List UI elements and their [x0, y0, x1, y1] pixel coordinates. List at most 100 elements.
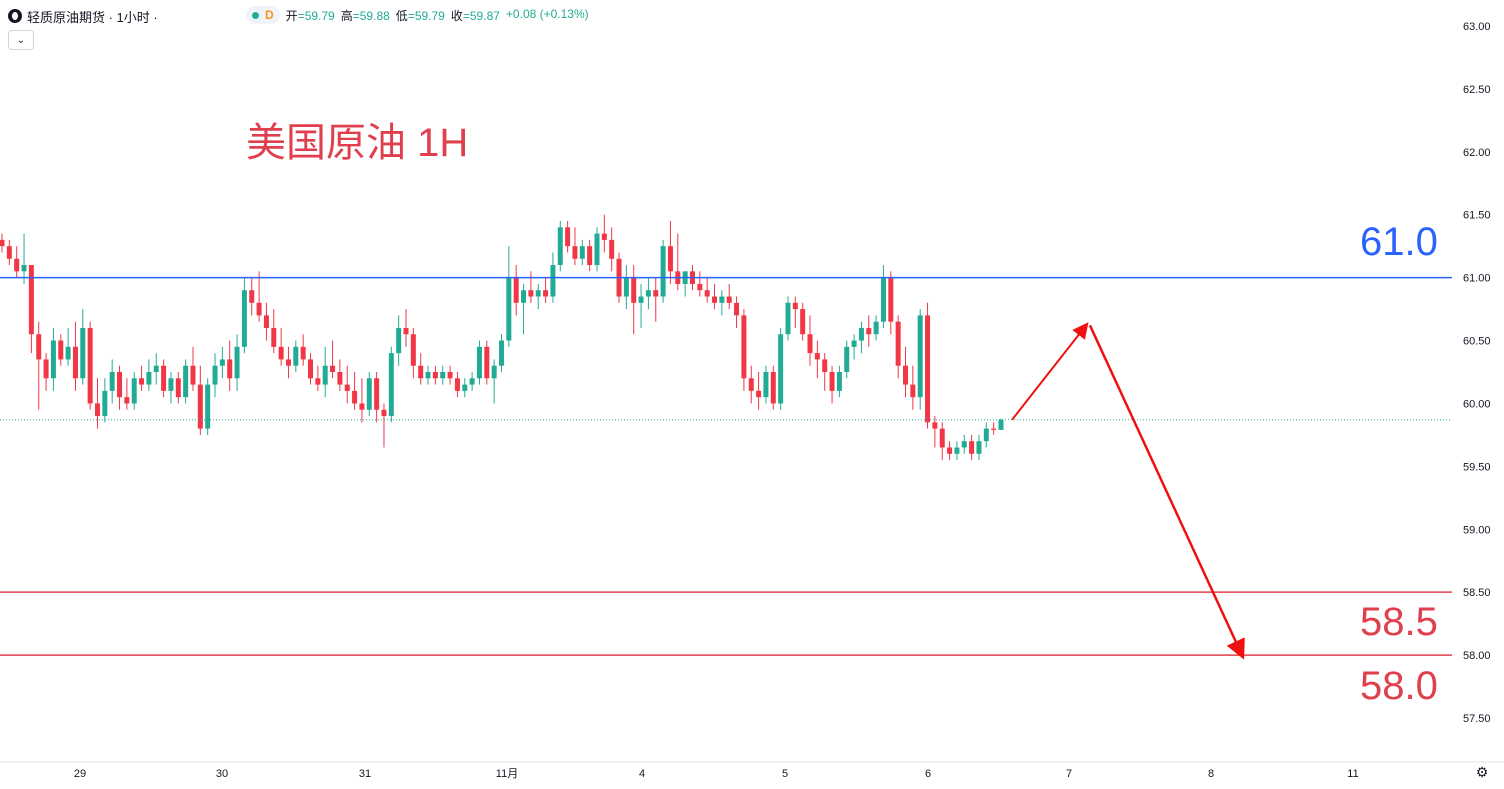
candle-body: [829, 372, 835, 391]
annotation-title: 美国原油 1H: [246, 121, 469, 165]
candle-body: [87, 327, 93, 404]
candle-body: [572, 246, 578, 259]
candle-body: [440, 372, 446, 379]
x-tick-label: 29: [74, 768, 86, 780]
candle-body: [932, 422, 938, 429]
candle-body: [131, 378, 137, 404]
candle-body: [748, 378, 754, 391]
candle-body: [660, 246, 666, 297]
high-item: 高=59.88: [340, 8, 390, 23]
chevron-down-icon: ⌄: [16, 34, 26, 46]
candle-body: [454, 378, 460, 391]
candle-body: [491, 365, 497, 379]
open-item: 开=59.79: [285, 8, 335, 23]
candle-body: [109, 372, 115, 391]
candle-body: [388, 353, 394, 417]
candle-body: [565, 227, 571, 247]
candle-body: [557, 227, 563, 266]
candle-body: [153, 365, 159, 372]
x-tick-label: 5: [782, 768, 788, 780]
candle-body: [726, 296, 732, 303]
x-tick-label: 11月: [496, 768, 518, 780]
candle-body: [880, 277, 886, 322]
symbol-label: 轻质原油期货 · 1小时 ·: [27, 9, 158, 25]
x-tick-label: 31: [359, 768, 371, 780]
y-tick-label: 58.50: [1463, 587, 1491, 599]
candle-body: [535, 290, 541, 297]
y-tick-label: 59.00: [1463, 524, 1491, 536]
candle-body: [814, 353, 820, 360]
candle-body: [315, 378, 321, 385]
interval-badge: D: [265, 8, 274, 22]
x-tick-label: 30: [216, 768, 228, 780]
candle-body: [36, 334, 42, 360]
x-tick-label: 4: [639, 768, 645, 780]
candle-body: [969, 441, 975, 454]
candle-body: [961, 441, 967, 448]
candle-body: [866, 327, 872, 335]
candle-body: [359, 403, 365, 410]
candle-body: [197, 384, 203, 429]
settings-gear-icon[interactable]: ⚙: [1475, 763, 1489, 780]
candle-body: [983, 428, 989, 442]
y-tick-label: 60.00: [1463, 398, 1491, 410]
candle-body: [741, 315, 747, 379]
candle-body: [954, 447, 960, 454]
candle-body: [278, 346, 284, 360]
candle-body: [146, 372, 152, 385]
candle-body: [285, 359, 291, 366]
candle-body: [800, 309, 806, 335]
x-tick-label: 11: [1347, 768, 1358, 780]
candle-body: [822, 359, 828, 372]
annotation-level-58-5: 58.5: [1360, 600, 1438, 644]
y-tick-label: 60.50: [1463, 336, 1491, 348]
candle-body: [124, 397, 130, 404]
candle-body: [330, 365, 336, 372]
candle-body: [418, 365, 424, 379]
candle-body: [939, 428, 945, 448]
candle-body: [241, 290, 247, 347]
change-value: +0.08 (+0.13%): [505, 6, 589, 21]
candle-body: [58, 340, 64, 360]
symbol-title[interactable]: 轻质原油期货 · 1小时 ·: [8, 6, 158, 26]
candle-body: [476, 346, 482, 379]
candle-body: [190, 365, 196, 385]
candle-body: [998, 419, 1004, 430]
candle-body: [300, 346, 306, 360]
candle-body: [366, 378, 372, 410]
candle-body: [756, 390, 762, 398]
candle-body: [844, 346, 850, 372]
candle-body: [271, 327, 277, 347]
candle-body: [168, 378, 174, 391]
y-tick-label: 62.00: [1463, 147, 1491, 159]
candle-body: [484, 346, 490, 379]
candle-body: [65, 346, 71, 360]
candle-body: [976, 441, 982, 454]
status-pill[interactable]: D: [246, 6, 280, 24]
candle-body: [609, 239, 615, 259]
candle-body: [80, 327, 86, 379]
candle-body: [579, 246, 585, 259]
candle-body: [227, 359, 233, 379]
candle-body: [337, 372, 343, 385]
candle-body: [212, 365, 218, 385]
collapse-legend-button[interactable]: ⌄: [8, 30, 34, 50]
candle-body: [462, 384, 468, 391]
y-tick-label: 61.50: [1463, 210, 1491, 222]
candle-body: [308, 359, 314, 379]
close-item: 收=59.87: [450, 8, 500, 23]
y-tick-label: 62.50: [1463, 84, 1491, 96]
candle-body: [836, 372, 842, 391]
candle-body: [888, 277, 894, 322]
oil-drop-icon: [8, 9, 22, 23]
candle-body: [43, 359, 49, 379]
candle-body: [6, 246, 12, 259]
candle-body: [645, 290, 651, 297]
candle-body: [256, 302, 262, 316]
candle-body: [499, 340, 504, 366]
candle-body: [770, 372, 776, 404]
candle-body: [0, 239, 5, 247]
y-tick-label: 63.00: [1463, 21, 1491, 33]
y-tick-label: 61.00: [1463, 273, 1491, 285]
